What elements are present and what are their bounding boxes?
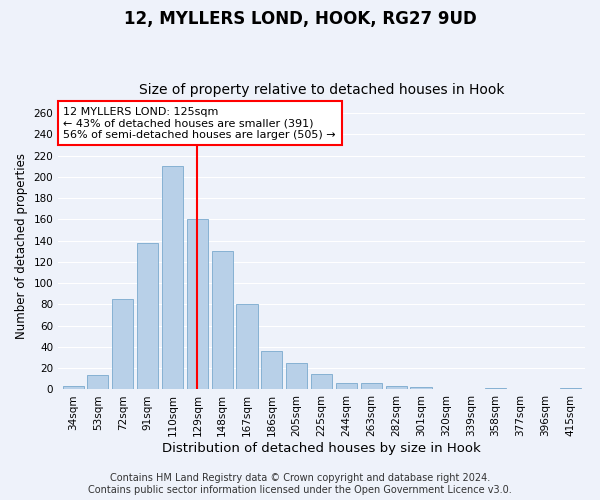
- Bar: [410, 388, 431, 390]
- Title: Size of property relative to detached houses in Hook: Size of property relative to detached ho…: [139, 83, 505, 97]
- Text: 12 MYLLERS LOND: 125sqm
← 43% of detached houses are smaller (391)
56% of semi-d: 12 MYLLERS LOND: 125sqm ← 43% of detache…: [64, 106, 336, 140]
- X-axis label: Distribution of detached houses by size in Hook: Distribution of detached houses by size …: [162, 442, 481, 455]
- Bar: [236, 304, 257, 390]
- Bar: [137, 242, 158, 390]
- Bar: [485, 388, 506, 390]
- Bar: [187, 220, 208, 390]
- Bar: [62, 386, 83, 390]
- Bar: [262, 351, 283, 390]
- Bar: [311, 374, 332, 390]
- Bar: [336, 383, 357, 390]
- Y-axis label: Number of detached properties: Number of detached properties: [15, 153, 28, 339]
- Bar: [112, 299, 133, 390]
- Bar: [560, 388, 581, 390]
- Text: Contains HM Land Registry data © Crown copyright and database right 2024.
Contai: Contains HM Land Registry data © Crown c…: [88, 474, 512, 495]
- Bar: [286, 363, 307, 390]
- Bar: [162, 166, 183, 390]
- Bar: [88, 374, 109, 390]
- Bar: [212, 251, 233, 390]
- Text: 12, MYLLERS LOND, HOOK, RG27 9UD: 12, MYLLERS LOND, HOOK, RG27 9UD: [124, 10, 476, 28]
- Bar: [361, 383, 382, 390]
- Bar: [386, 386, 407, 390]
